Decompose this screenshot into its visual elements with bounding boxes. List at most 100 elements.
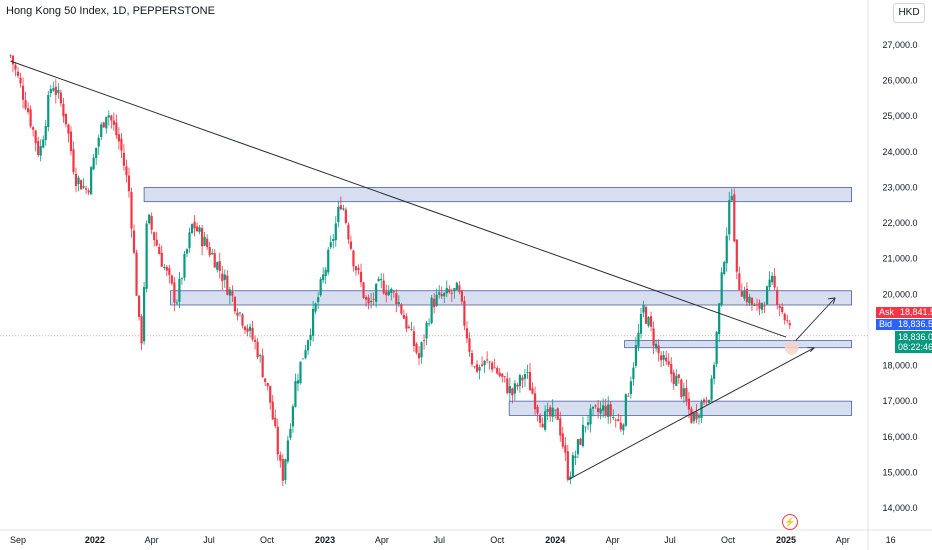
candle-body [334, 223, 337, 241]
candle-body [145, 223, 148, 289]
candle-body [42, 139, 45, 148]
price-axis-label: 16,000.0 [882, 432, 917, 442]
last-price-tag: 18,836.0 08:22:46 [895, 331, 932, 353]
candle-body [453, 288, 456, 292]
candle-body [120, 138, 123, 151]
candle-body [243, 326, 247, 331]
candle-body [670, 363, 673, 375]
candle-body [475, 364, 479, 372]
candle-body [768, 279, 771, 288]
candle-body [77, 177, 80, 185]
candle-body [554, 409, 557, 411]
candle-body [400, 304, 403, 314]
candle-body [90, 167, 93, 195]
candle-body [100, 124, 103, 138]
candle-body [110, 115, 113, 121]
candle-body [425, 322, 428, 339]
candle-body [62, 103, 65, 117]
price-axis-label: 26,000.0 [882, 76, 917, 86]
candle-body [523, 374, 527, 379]
candle-body [758, 302, 761, 309]
candle-body [11, 55, 15, 65]
candle-body [92, 157, 95, 170]
candle-body [266, 382, 269, 387]
candle-body [569, 476, 572, 480]
candle-body [713, 364, 716, 379]
candle-body [311, 308, 315, 336]
price-axis-label: 25,000.0 [882, 111, 917, 121]
candle-body [448, 289, 451, 293]
candle-body [54, 86, 57, 95]
candle-body [420, 342, 423, 358]
candle-body [155, 239, 158, 246]
candle-body [148, 214, 151, 224]
candle-body [79, 180, 83, 190]
candle-body [599, 408, 602, 414]
candle-body [478, 367, 481, 371]
candle-body [112, 120, 115, 125]
candle-body [652, 328, 655, 346]
candle-body [362, 282, 365, 298]
candle-body [377, 278, 380, 282]
candle-body [415, 343, 418, 353]
candle-body [460, 290, 464, 302]
candle-body [178, 278, 181, 302]
candle-body [705, 400, 708, 402]
candle-body [304, 350, 307, 359]
candle-body [465, 328, 469, 339]
candle-body [541, 423, 544, 428]
price-axis-label: 22,000.0 [882, 218, 917, 228]
candle-body [84, 188, 88, 190]
candle-body [193, 221, 196, 229]
candle-body [9, 55, 12, 57]
candle-body [183, 254, 186, 278]
candle-body [26, 108, 30, 112]
candle-body [309, 334, 312, 340]
support-resistance-zone [143, 187, 852, 203]
candle-body [503, 376, 506, 378]
candle-body [579, 438, 582, 445]
candle-body [216, 262, 219, 270]
candle-body [740, 291, 743, 297]
candle-body [158, 246, 161, 255]
candle-body [143, 287, 146, 342]
candle-body [67, 124, 70, 134]
lightning-icon[interactable]: ⚡ [782, 514, 798, 530]
candle-body [59, 92, 62, 104]
candle-body [314, 303, 317, 312]
candle-body [344, 209, 347, 223]
price-axis-label: 18,000.0 [882, 361, 917, 371]
candle-body [203, 236, 206, 246]
candle-body [765, 286, 769, 305]
price-axis-label: 15,000.0 [882, 467, 917, 477]
candle-body [238, 312, 242, 314]
candle-body [435, 294, 438, 306]
currency-selector[interactable]: HKD [893, 3, 925, 23]
candle-body [125, 166, 128, 176]
time-axis-label: Apr [145, 535, 159, 545]
candle-body [773, 275, 776, 288]
candle-body [317, 297, 320, 303]
candle-body [165, 266, 168, 271]
candle-body [763, 305, 766, 307]
candle-body [339, 205, 342, 210]
candle-body [720, 272, 723, 306]
candle-body [153, 232, 156, 241]
candle-body [375, 283, 378, 302]
bid-label: Bid [876, 319, 896, 330]
candle-body [251, 327, 254, 340]
candle-body [190, 224, 194, 233]
candle-body [594, 405, 597, 407]
candle-body [581, 425, 585, 447]
ask-label: Ask [876, 307, 898, 318]
candle-body [619, 422, 622, 430]
candle-body [201, 228, 204, 247]
candle-body [551, 407, 554, 417]
candle-body [102, 122, 105, 128]
candle-body [274, 417, 277, 427]
time-axis-label: Jul [433, 535, 445, 545]
candle-body [372, 298, 375, 300]
candle-body [417, 353, 421, 359]
